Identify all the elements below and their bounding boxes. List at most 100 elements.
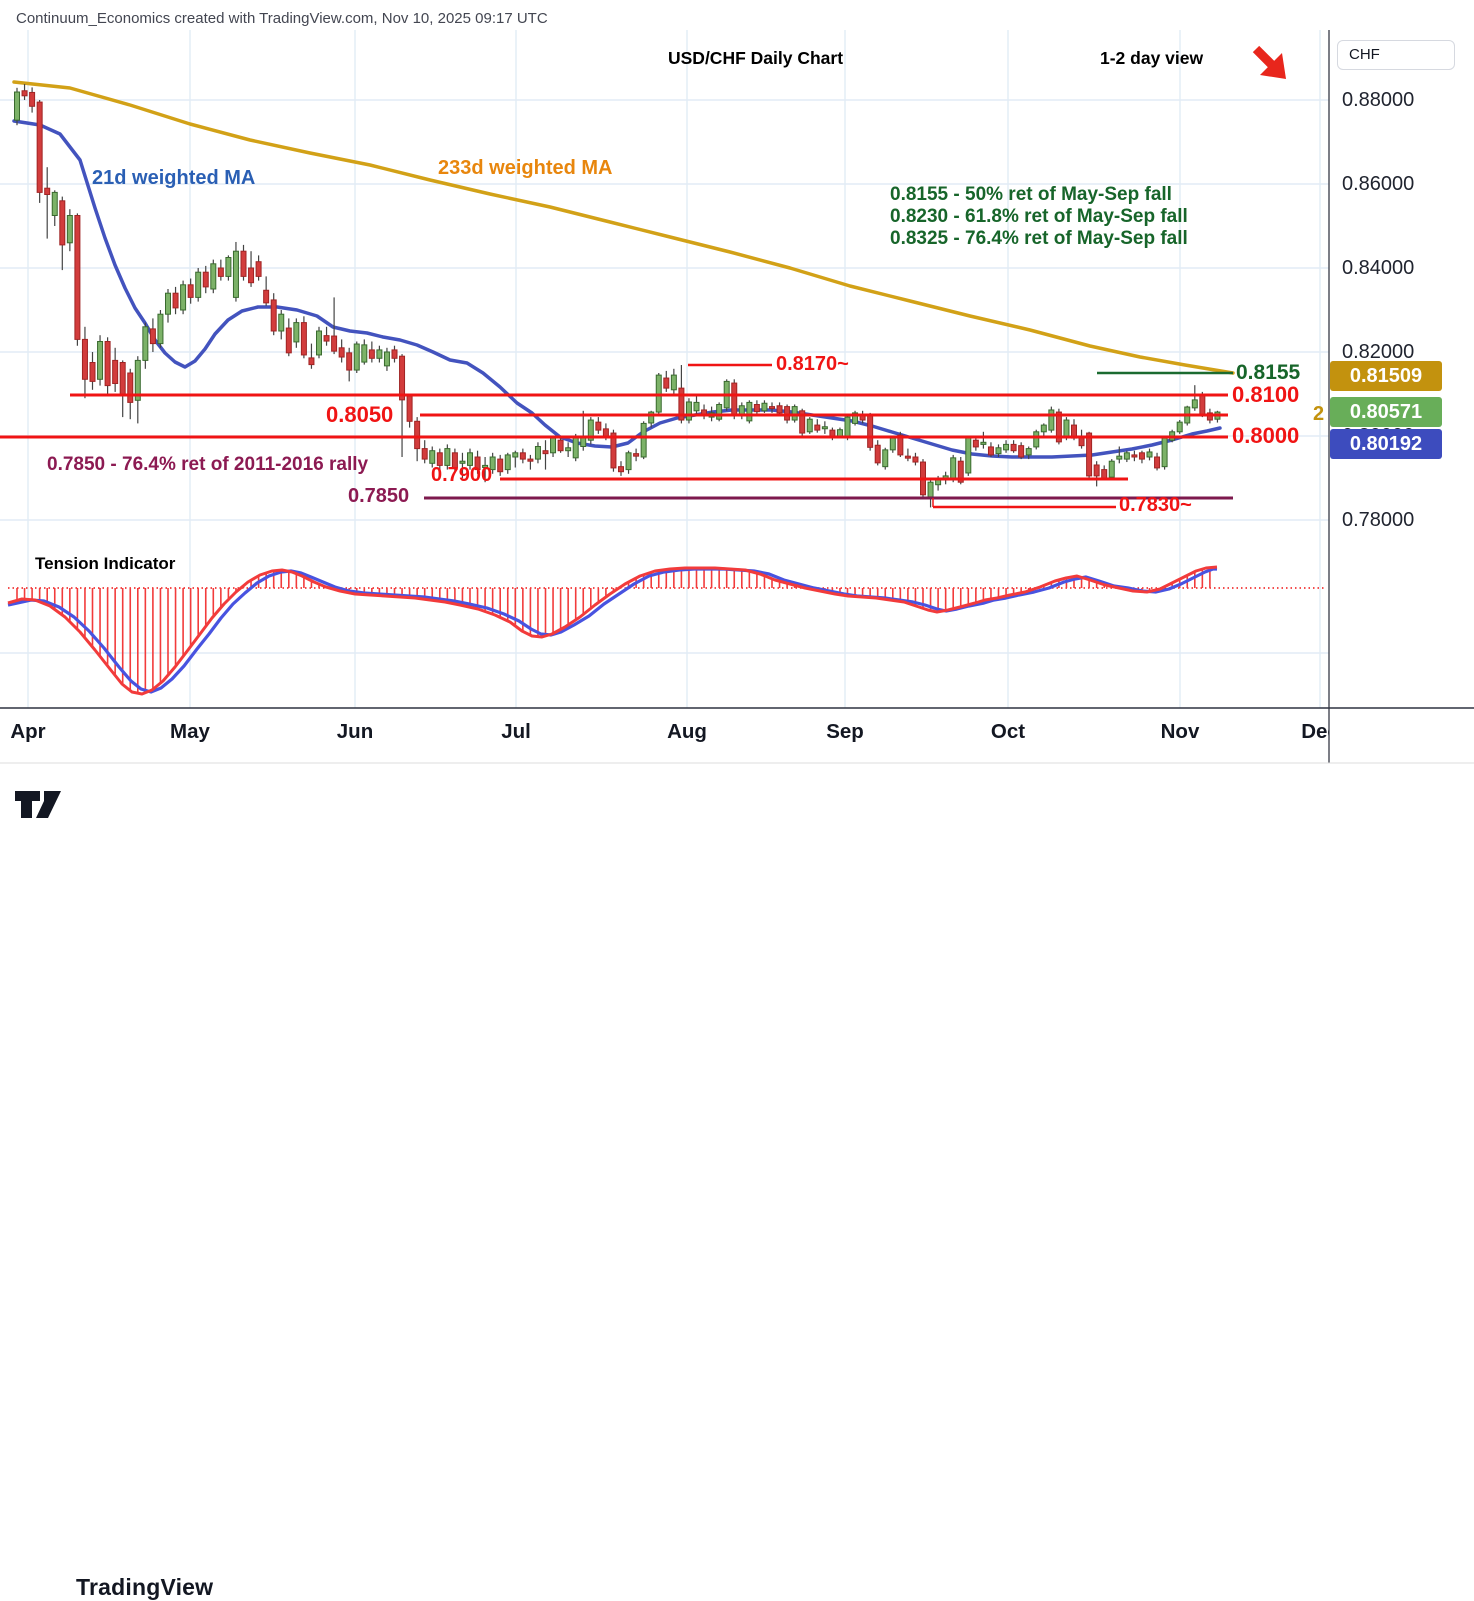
ma21-label[interactable]: 21d weighted MA	[92, 167, 256, 189]
candle-body	[927, 481, 934, 498]
candle-body	[451, 452, 458, 468]
candle-body	[746, 401, 753, 422]
candle-body	[1093, 464, 1100, 477]
candle-body	[338, 347, 345, 358]
candle-body	[557, 439, 564, 452]
candle-body	[482, 464, 489, 468]
candle-body	[1003, 443, 1010, 451]
candle-body	[1154, 456, 1161, 469]
candle-body	[1086, 432, 1093, 477]
month-label-aug: Aug	[667, 720, 707, 743]
candle-body	[29, 91, 36, 107]
tension-blue-line	[7, 567, 1217, 694]
candle-body	[444, 448, 451, 466]
candle-body	[753, 404, 760, 413]
price-chart[interactable]	[0, 0, 1474, 840]
candle-body	[187, 284, 194, 298]
candle-body	[195, 271, 202, 298]
level-08170-label[interactable]: 0.8170~	[776, 353, 849, 375]
candle-body	[316, 330, 322, 356]
candle-body	[874, 444, 881, 464]
candle-body	[806, 418, 813, 433]
candle-body	[263, 289, 270, 304]
candle-body	[331, 335, 338, 352]
candle-body	[504, 454, 511, 471]
candle-body	[59, 200, 66, 246]
candle-body	[987, 446, 994, 456]
price-tick-label: 0.84000	[1342, 257, 1415, 279]
month-label-oct: Oct	[990, 720, 1026, 743]
candle-body	[217, 267, 224, 277]
candle-body	[1048, 409, 1055, 431]
candle-body	[180, 284, 187, 311]
candle-body	[1199, 394, 1206, 416]
level-08000-label[interactable]: 0.8000	[1232, 423, 1300, 448]
ret-2011-2016[interactable]: 0.7850 - 76.4% ret of 2011-2016 rally	[47, 454, 369, 475]
candle-body	[670, 374, 677, 391]
candle-body	[784, 406, 791, 421]
month-label-may: May	[170, 720, 210, 743]
tension-indicator-label: Tension Indicator	[35, 554, 176, 573]
candle-body	[965, 436, 972, 474]
candle-body	[376, 349, 383, 359]
fib-50[interactable]: 0.8155 - 50% ret of May-Sep fall	[890, 184, 1172, 205]
candle-body	[232, 250, 239, 298]
candle-body	[995, 447, 1002, 455]
candle-body	[36, 101, 43, 193]
level-08100-label[interactable]: 0.8100	[1232, 382, 1300, 407]
level-08155-label[interactable]: 0.8155	[1236, 361, 1301, 384]
candle-body	[814, 424, 821, 431]
ma233-line[interactable]	[12, 80, 1235, 375]
candle-body	[512, 452, 519, 458]
candle-body	[550, 437, 557, 454]
fib-764[interactable]: 0.8325 - 76.4% ret of May-Sep fall	[890, 228, 1188, 249]
candle-body	[640, 422, 647, 458]
candle-body	[776, 405, 783, 414]
candle-body	[1146, 451, 1153, 458]
candle-body	[769, 406, 775, 410]
level-07850-label[interactable]: 0.7850	[348, 485, 410, 507]
candle-body	[1101, 469, 1108, 479]
month-label-dec: Dec	[1301, 720, 1329, 743]
candle-body	[429, 450, 436, 464]
level-07900-label[interactable]: 0.7900	[431, 464, 493, 486]
price-tick-label: 0.78000	[1342, 509, 1415, 531]
candle-body	[172, 292, 179, 309]
candle-body	[519, 452, 526, 460]
candle-body	[836, 429, 843, 437]
candle-body	[882, 449, 889, 468]
candle-body	[134, 359, 141, 401]
candle-body	[595, 421, 602, 431]
level-08050-label[interactable]: 0.8050	[326, 402, 394, 427]
candle-body	[278, 313, 285, 332]
candle-body	[693, 401, 700, 412]
ma21-line[interactable]	[12, 119, 1222, 459]
candle-body	[1010, 443, 1017, 452]
candle-body	[97, 341, 104, 380]
candle-body	[648, 411, 655, 424]
candle-body	[119, 362, 126, 395]
ma233-label[interactable]: 233d weighted MA	[438, 157, 613, 179]
candle-body	[436, 452, 443, 466]
price-tick-label: 0.86000	[1342, 173, 1415, 195]
candle-body	[565, 447, 572, 452]
fib-618[interactable]: 0.8230 - 61.8% ret of May-Sep fall	[890, 206, 1188, 227]
candle-body	[844, 416, 851, 438]
candle-body	[406, 395, 413, 422]
candle-body	[663, 377, 670, 389]
candle-body	[127, 372, 134, 403]
candle-body	[534, 446, 541, 460]
level-07830-label[interactable]: 0.7830~	[1119, 494, 1192, 516]
candle-body	[157, 313, 164, 345]
candle-body	[361, 344, 368, 363]
candle-body	[821, 426, 828, 430]
candle-body	[1123, 452, 1130, 460]
tension-red-line	[7, 565, 1218, 696]
currency-selector[interactable]: CHF	[1337, 40, 1455, 70]
time-axis[interactable]: Apr May Jun Jul Aug Sep Oct Nov Dec	[0, 708, 1329, 763]
candle-body	[1063, 419, 1070, 438]
tradingview-logo[interactable]: TradingView	[14, 786, 274, 1600]
candle-body	[1025, 448, 1032, 456]
candle-body	[391, 349, 398, 359]
attribution-text: Continuum_Economics created with Trading…	[16, 10, 548, 27]
